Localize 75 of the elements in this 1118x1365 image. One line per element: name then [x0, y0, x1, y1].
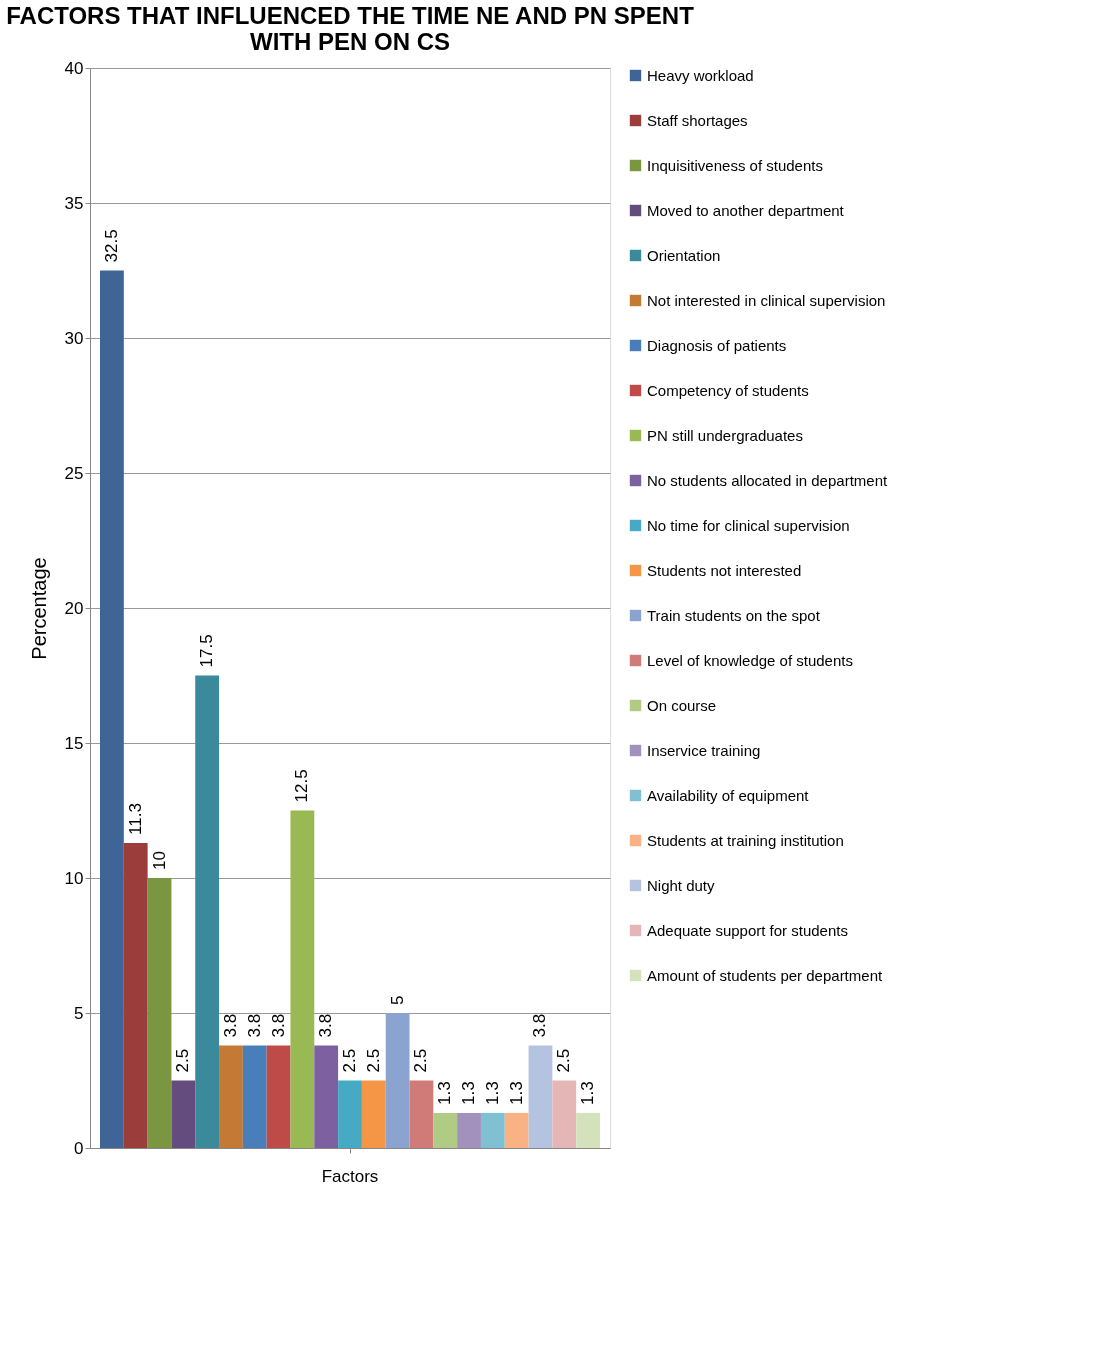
- legend-label: Competency of students: [647, 381, 809, 399]
- legend-label: Moved to another department: [647, 201, 845, 219]
- bar: [290, 810, 315, 1148]
- y-tick-label: 35: [64, 193, 84, 213]
- bar: [219, 1045, 243, 1148]
- bar: [266, 1045, 291, 1148]
- data-label: 3.8: [316, 1013, 336, 1038]
- data-label: 1.3: [482, 1081, 502, 1105]
- data-label: 11.3: [125, 803, 145, 835]
- data-label: 1.3: [435, 1081, 455, 1105]
- bar: [385, 1013, 410, 1148]
- y-tick-label: 0: [74, 1138, 84, 1158]
- legend-label: Availability of equipment: [647, 786, 810, 804]
- legend-label: Not interested in clinical supervision: [647, 291, 886, 309]
- legend-label: Inquisitiveness of students: [647, 156, 823, 174]
- data-label: 2.5: [173, 1048, 193, 1073]
- legend-label: Inservice training: [647, 741, 761, 759]
- legend-label: On course: [647, 696, 717, 714]
- bar: [433, 1112, 458, 1148]
- bar: [147, 878, 172, 1148]
- legend-label: Staff shortages: [647, 111, 748, 129]
- bar: [338, 1080, 362, 1148]
- data-label: 32.5: [101, 229, 121, 263]
- data-label: 3.8: [530, 1013, 550, 1038]
- data-label: 3.8: [268, 1013, 288, 1038]
- bar: [504, 1112, 529, 1148]
- legend-label: Students at training institution: [647, 831, 844, 849]
- data-label: 2.5: [363, 1048, 383, 1073]
- bar: [361, 1080, 386, 1148]
- data-label: 17.5: [197, 634, 217, 668]
- legend-label: Orientation: [647, 246, 721, 264]
- data-label: 1.3: [459, 1081, 479, 1105]
- y-tick-label: 15: [64, 733, 84, 753]
- data-label: 1.3: [578, 1081, 598, 1105]
- legend-label: Diagnosis of patients: [647, 336, 787, 354]
- bar: [195, 675, 220, 1148]
- legend-label: Level of knowledge of students: [647, 651, 853, 669]
- legend-label: Train students on the spot: [647, 606, 821, 624]
- bar: [552, 1080, 577, 1148]
- bar: [457, 1112, 481, 1148]
- y-axis-title: Percentage: [27, 557, 50, 660]
- data-label: 10: [149, 851, 169, 870]
- chart-title: FACTORS THAT INFLUENCED THE TIME NE AND PN SPENT WITH PEN ON CS: [6, 2, 695, 55]
- bar: [528, 1045, 553, 1148]
- bar: [242, 1045, 267, 1148]
- y-tick-label: 10: [64, 868, 84, 888]
- y-tick-label: 20: [64, 598, 84, 618]
- legend-label: No students allocated in department: [647, 471, 888, 489]
- legend-label: Adequate support for students: [647, 921, 848, 939]
- y-tick-label: 5: [74, 1003, 84, 1023]
- bar: [171, 1080, 196, 1148]
- bar: [409, 1080, 434, 1148]
- legend-label: PN still undergraduates: [647, 426, 803, 444]
- data-label: 2.5: [411, 1048, 431, 1073]
- data-label: 2.5: [554, 1048, 574, 1073]
- legend-label: No time for clinical supervision: [647, 516, 850, 534]
- legend-label: Night duty: [647, 876, 716, 894]
- legend-label: Students not interested: [647, 561, 802, 579]
- x-tick-label: Factors: [321, 1166, 379, 1186]
- data-label: 3.8: [220, 1013, 240, 1038]
- data-label: 12.5: [292, 769, 312, 803]
- data-label: 1.3: [506, 1081, 526, 1105]
- bar: [100, 270, 124, 1148]
- data-label: 2.5: [340, 1048, 359, 1073]
- data-label: 3.8: [244, 1013, 264, 1038]
- bar: [123, 842, 148, 1148]
- legend-label: Heavy workload: [647, 66, 754, 84]
- y-tick-label: 30: [64, 328, 84, 348]
- legend-label: Amount of students per department: [647, 966, 883, 984]
- data-label: 5: [387, 995, 407, 1005]
- y-tick-label: 25: [64, 463, 84, 483]
- bar: [480, 1112, 505, 1148]
- y-tick-label: 40: [64, 58, 84, 78]
- bar: [576, 1112, 600, 1148]
- bar: [314, 1045, 339, 1148]
